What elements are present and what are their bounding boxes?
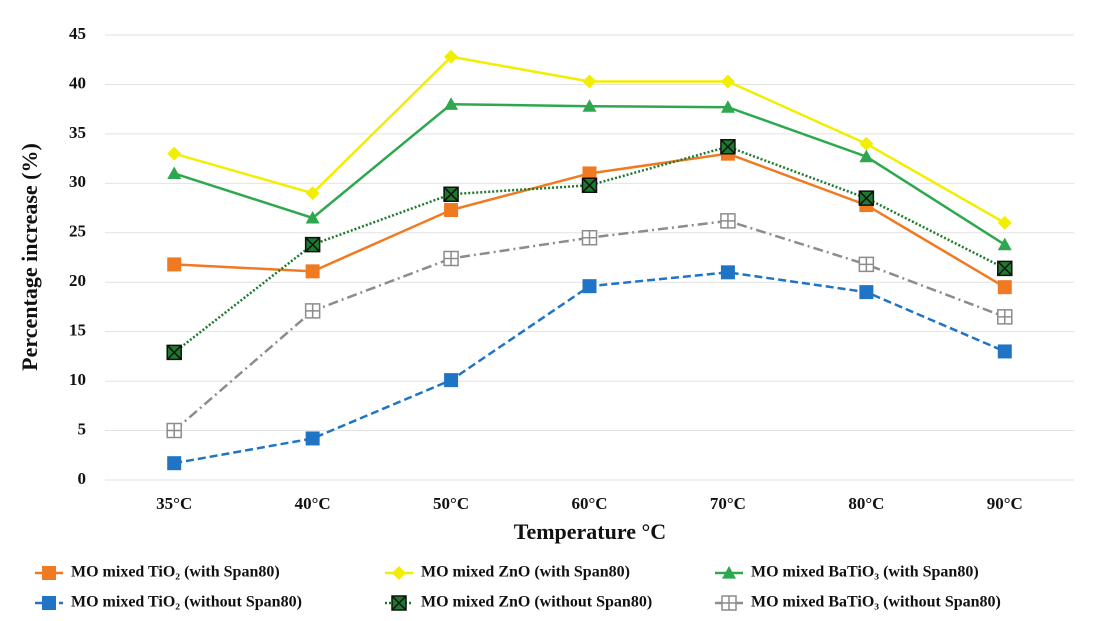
legend-label: MO mixed BaTiO₃ (without Span80) [751, 594, 1001, 611]
marker [167, 166, 182, 180]
marker [581, 177, 598, 194]
marker [582, 279, 597, 294]
y-tick-label: 35 [69, 123, 86, 142]
legend-label: MO mixed TiO₂ (without Span80) [71, 594, 302, 611]
legend-label: MO mixed TiO₂ (with Span80) [71, 564, 280, 581]
y-tick-label: 0 [78, 469, 87, 488]
marker [997, 309, 1013, 325]
x-tick-label: 90°C [987, 494, 1023, 513]
y-tick-label: 45 [69, 24, 86, 43]
y-tick-label: 20 [69, 271, 86, 290]
x-axis-title: Temperature °C [514, 519, 666, 544]
marker [304, 303, 321, 319]
legend-label: MO mixed ZnO (with Span80) [421, 564, 630, 581]
x-tick-label: 70°C [710, 494, 746, 513]
marker [444, 203, 459, 218]
x-tick-label: 35°C [156, 494, 192, 513]
marker [582, 99, 597, 112]
y-tick-label: 40 [69, 73, 86, 92]
marker [305, 431, 320, 446]
y-axis-title: Percentage increase (%) [17, 143, 42, 371]
marker [167, 257, 182, 272]
marker [720, 213, 736, 229]
marker [167, 456, 182, 471]
marker [858, 256, 875, 273]
marker [582, 74, 597, 89]
marker [720, 138, 736, 155]
x-tick-label: 50°C [433, 494, 469, 513]
x-tick-label: 80°C [848, 494, 884, 513]
y-tick-label: 25 [69, 222, 86, 241]
marker [167, 146, 182, 161]
marker [997, 215, 1012, 230]
legend-marker [392, 566, 406, 580]
marker [997, 344, 1012, 359]
marker [166, 422, 182, 439]
marker [305, 186, 320, 201]
legend-label: MO mixed BaTiO₃ (with Span80) [751, 564, 979, 581]
marker [997, 260, 1013, 277]
series-line [173, 271, 1006, 465]
marker [859, 136, 874, 151]
marker [581, 229, 598, 246]
legend-marker [391, 595, 407, 611]
marker [997, 280, 1012, 295]
marker [444, 373, 459, 388]
legend-marker [42, 566, 56, 580]
marker [720, 265, 735, 280]
marker [305, 210, 320, 224]
legend-marker [721, 595, 737, 611]
marker [166, 344, 182, 361]
marker [997, 237, 1012, 251]
y-tick-label: 30 [69, 172, 86, 191]
x-tick-label: 60°C [571, 494, 607, 513]
legend-marker [722, 566, 736, 579]
marker [858, 190, 875, 206]
y-tick-label: 5 [78, 419, 87, 438]
marker [443, 250, 459, 267]
x-tick-label: 40°C [295, 494, 331, 513]
marker [305, 264, 320, 279]
marker [444, 97, 459, 110]
marker [444, 49, 459, 64]
marker [582, 166, 597, 181]
y-tick-label: 10 [69, 370, 86, 389]
marker [720, 74, 735, 89]
marker [859, 149, 874, 163]
legend-label: MO mixed ZnO (without Span80) [421, 594, 652, 611]
legend-marker [42, 596, 56, 610]
series-line [173, 219, 1006, 432]
marker [304, 236, 321, 253]
marker [859, 285, 874, 300]
marker [443, 186, 459, 202]
y-tick-label: 15 [69, 321, 86, 340]
marker [720, 100, 735, 113]
